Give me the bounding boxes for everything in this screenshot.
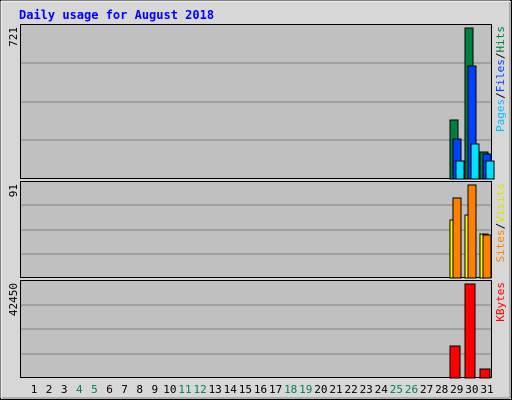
panel-legend: KBytes (494, 282, 507, 322)
legend-pages: Pages (494, 99, 507, 132)
x-tick-label-22: 22 (344, 383, 357, 396)
x-tick-label-3: 3 (61, 383, 68, 396)
panel-kbytes: 42450 KBytes (7, 280, 507, 379)
x-tick-label-13: 13 (209, 383, 222, 396)
x-tick-label-19: 19 (299, 383, 312, 396)
panel-visits: 91 Sites/Visits (7, 181, 507, 279)
legend-separator: / (494, 223, 507, 230)
legend-kbytes: KBytes (494, 282, 507, 322)
legend-visits: Visits (494, 183, 507, 223)
x-tick-label-23: 23 (360, 383, 373, 396)
x-tick-label-26: 26 (405, 383, 418, 396)
x-tick-label-16: 16 (254, 383, 267, 396)
panel-border (20, 24, 492, 179)
x-tick-label-8: 8 (136, 383, 143, 396)
x-tick-label-14: 14 (224, 383, 238, 396)
x-axis-labels: 1 2 3 4 5 6 7 8 9 10 11 12 13 14 15 16 17 18 19 20 21 22 23 24 2… (31, 383, 494, 396)
x-tick-label-24: 24 (375, 383, 389, 396)
legend-hits: Hits (494, 26, 507, 53)
bar-kbytes-day-29 (449, 345, 461, 379)
x-tick-label-17: 17 (269, 383, 282, 396)
bar-kbytes-day-30 (464, 283, 476, 379)
bar-kbytes-day-31 (479, 368, 491, 379)
panel-border (20, 280, 492, 378)
panel-max-label: 91 (7, 184, 20, 197)
x-tick-label-15: 15 (239, 383, 252, 396)
x-tick-label-4: 4 (76, 383, 83, 396)
x-tick-label-12: 12 (193, 383, 206, 396)
x-tick-label-18: 18 (284, 383, 297, 396)
x-tick-label-5: 5 (91, 383, 98, 396)
x-tick-label-10: 10 (163, 383, 176, 396)
chart-title: Daily usage for August 2018 (19, 8, 214, 22)
x-tick-label-1: 1 (31, 383, 38, 396)
x-tick-label-28: 28 (435, 383, 448, 396)
x-tick-label-21: 21 (329, 383, 342, 396)
legend-files: Files (494, 59, 507, 92)
panel-max-label: 721 (7, 27, 20, 47)
legend-separator: / (494, 53, 507, 60)
x-tick-label-6: 6 (106, 383, 113, 396)
bar-pages-day-31 (485, 160, 495, 180)
x-tick-label-30: 30 (465, 383, 478, 396)
bar-sites-day-31 (482, 234, 492, 279)
x-tick-label-2: 2 (46, 383, 53, 396)
bar-sites-day-30 (467, 184, 477, 279)
bar-sites-day-29 (452, 197, 462, 279)
x-tick-label-25: 25 (390, 383, 403, 396)
panel-legend: Pages/Files/Hits (494, 26, 507, 132)
x-tick-label-31: 31 (480, 383, 493, 396)
bar-pages-day-30 (470, 143, 480, 180)
panel-legend: Sites/Visits (494, 183, 507, 263)
legend-sites: Sites (494, 229, 507, 262)
x-tick-label-27: 27 (420, 383, 433, 396)
panel-border (20, 181, 492, 278)
x-tick-label-29: 29 (450, 383, 463, 396)
x-tick-label-9: 9 (151, 383, 158, 396)
x-tick-label-11: 11 (178, 383, 191, 396)
x-tick-label-7: 7 (121, 383, 128, 396)
bar-pages-day-29 (455, 160, 465, 180)
panel-max-label: 42450 (7, 283, 20, 316)
legend-separator: / (494, 92, 507, 99)
x-tick-label-20: 20 (314, 383, 327, 396)
